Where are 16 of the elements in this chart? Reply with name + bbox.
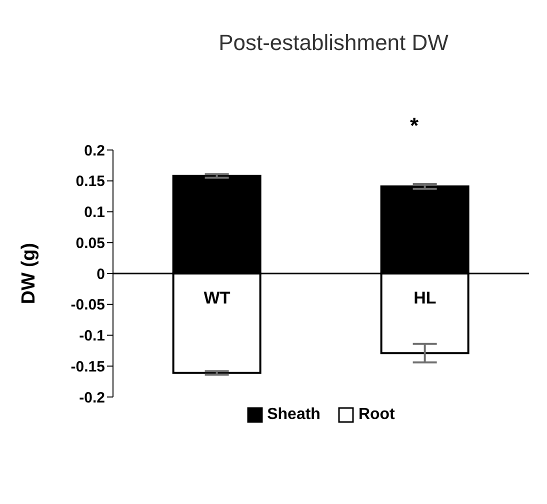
- y-tick-label: 0.1: [84, 204, 105, 222]
- legend-label: Sheath: [266, 406, 320, 424]
- y-tick-label: -0.15: [70, 358, 105, 376]
- y-tick-label: 0.15: [76, 173, 105, 190]
- y-tick-label: -0.05: [70, 296, 105, 314]
- text: *: [410, 113, 419, 139]
- y-axis-title: DW (g): [18, 242, 40, 304]
- y-tick-label: 0.05: [76, 234, 105, 252]
- y-tick-label: -0.2: [79, 389, 105, 406]
- x-tick-label: HL: [414, 288, 436, 308]
- x-tick-label: WT: [204, 288, 231, 308]
- chart-title: Post-establishment DW: [218, 30, 450, 56]
- y-tick-label: -0.1: [79, 328, 105, 345]
- legend-label: Root: [357, 406, 395, 424]
- y-tick-label: 0.2: [84, 142, 105, 160]
- y-tick-label: 0: [96, 266, 105, 283]
